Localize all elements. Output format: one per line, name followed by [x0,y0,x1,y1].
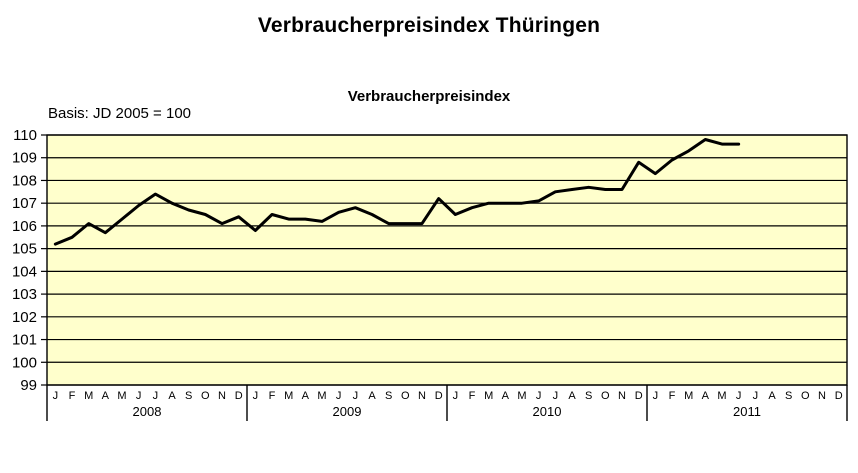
x-axis-month-label: F [669,390,676,402]
x-axis-month-label: F [69,390,76,402]
plot-area [47,135,847,385]
x-axis-month-label: D [435,390,443,402]
y-axis-tick-label: 106 [12,218,37,235]
x-axis-month-label: N [618,390,626,402]
x-axis-month-label: A [702,390,710,402]
x-axis-month-label: J [536,390,542,402]
y-axis-tick-label: 105 [12,241,37,258]
x-axis-month-label: M [84,390,93,402]
x-axis-month-label: N [818,390,826,402]
y-axis-tick-label: 99 [20,377,37,394]
x-axis-month-label: J [253,390,259,402]
x-axis-month-label: D [235,390,243,402]
y-axis-tick-label: 107 [12,195,37,212]
vpi-series-line [53,138,741,246]
x-axis-year-label: 2010 [533,404,562,419]
x-axis-month-label: O [401,390,410,402]
x-axis-month-label: M [117,390,126,402]
x-axis-month-label: M [284,390,293,402]
x-axis-month-label: M [317,390,326,402]
x-axis-year-label: 2011 [733,404,761,419]
x-axis-month-label: N [218,390,226,402]
x-axis-year-label: 2009 [333,404,362,419]
x-axis-month-label: S [385,390,392,402]
x-axis-month-label: S [785,390,792,402]
x-axis-month-label: A [368,390,376,402]
x-axis-month-label: J [453,390,459,402]
x-axis-month-label: A [102,390,110,402]
x-axis-month-label: M [717,390,726,402]
y-axis-tick-label: 103 [12,286,37,303]
x-axis-month-label: J [553,390,559,402]
x-axis-month-label: A [168,390,176,402]
x-axis-month-label: A [768,390,776,402]
x-axis-month-label: J [336,390,342,402]
basis-label: Basis: JD 2005 = 100 [48,105,192,122]
x-axis-month-label: S [585,390,592,402]
y-axis-tick-label: 102 [12,309,37,326]
y-axis-tick-label: 100 [12,354,37,371]
x-axis-month-label: F [469,390,476,402]
x-axis-month-label: J [753,390,759,402]
x-axis-month-label: M [684,390,693,402]
x-axis-month-label: A [502,390,510,402]
chart-title: Verbraucherpreisindex [347,88,511,105]
x-axis-year-label: 2008 [133,404,162,419]
x-axis-month-label: J [53,390,59,402]
y-axis-tick-label: 109 [12,150,37,167]
x-axis-month-label: A [568,390,576,402]
x-axis-month-label: A [302,390,310,402]
x-axis-month-label: J [153,390,159,402]
x-axis-month-label: J [353,390,359,402]
y-axis-tick-label: 110 [13,127,37,144]
x-axis-month-label: D [635,390,643,402]
x-axis-month-label: J [736,390,742,402]
page-title: Verbraucherpreisindex Thüringen [257,14,601,37]
x-axis-month-label: F [269,390,276,402]
y-axis-tick-label: 108 [12,172,37,189]
x-axis-month-label: J [136,390,142,402]
x-axis-month-label: D [835,390,843,402]
y-axis-tick-label: 101 [12,332,37,349]
x-axis-month-label: M [484,390,493,402]
x-axis-month-label: O [201,390,210,402]
x-axis-month-label: J [653,390,659,402]
x-axis-month-label: S [185,390,192,402]
x-axis-month-label: N [418,390,426,402]
x-axis-month-label: O [801,390,810,402]
y-axis-tick-label: 104 [12,263,37,280]
x-axis-month-label: O [601,390,610,402]
x-axis-month-label: M [517,390,526,402]
